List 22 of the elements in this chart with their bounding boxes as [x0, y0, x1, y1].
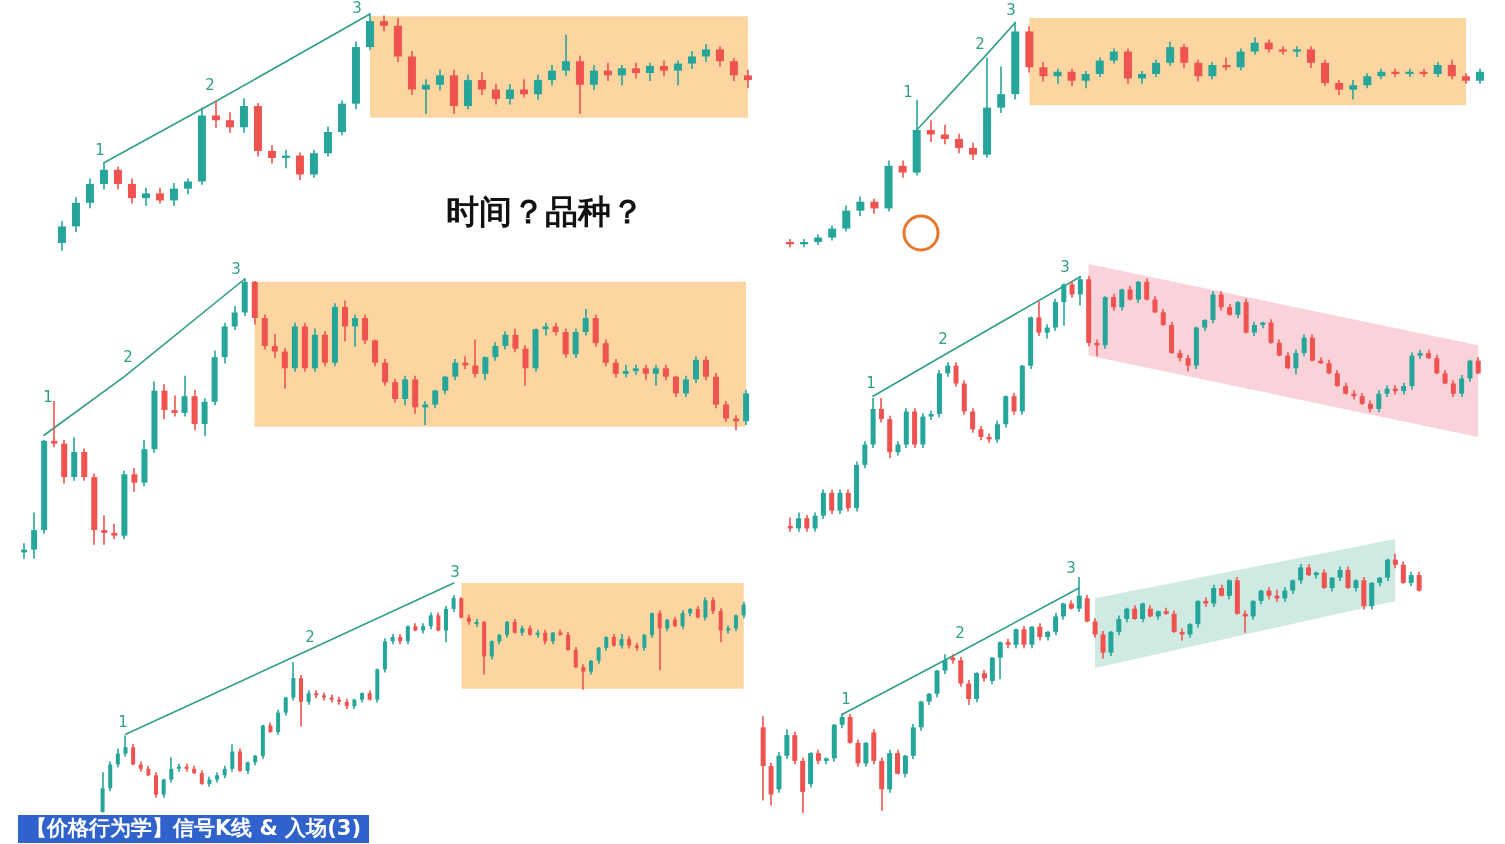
text: 3 — [450, 562, 460, 581]
text: 3 — [1060, 257, 1070, 276]
candlestick — [1292, 45, 1301, 57]
annotation: 1 — [866, 373, 876, 392]
annotation: 1 — [95, 140, 105, 159]
annotation: 时间？品种？ — [446, 192, 644, 232]
annotation: 1 — [841, 689, 851, 708]
annotation: 2 — [975, 34, 985, 53]
annotation: 3 — [1066, 558, 1076, 577]
annotation: 1 — [903, 82, 913, 101]
annotation: 2 — [955, 623, 965, 642]
text: 3 — [231, 259, 241, 278]
annotation: 1 — [43, 387, 53, 406]
annotation: 3 — [352, 0, 362, 17]
annotation: 2 — [123, 347, 133, 366]
annotation: 2 — [205, 75, 215, 94]
candlestick — [1278, 45, 1287, 55]
text: 3 — [1006, 0, 1016, 19]
annotation: 1 — [118, 712, 128, 731]
annotation: 2 — [938, 329, 948, 348]
annotation: 2 — [305, 627, 315, 646]
title-banner: 【价格行为学】信号K线 & 入场(3) — [18, 815, 369, 843]
